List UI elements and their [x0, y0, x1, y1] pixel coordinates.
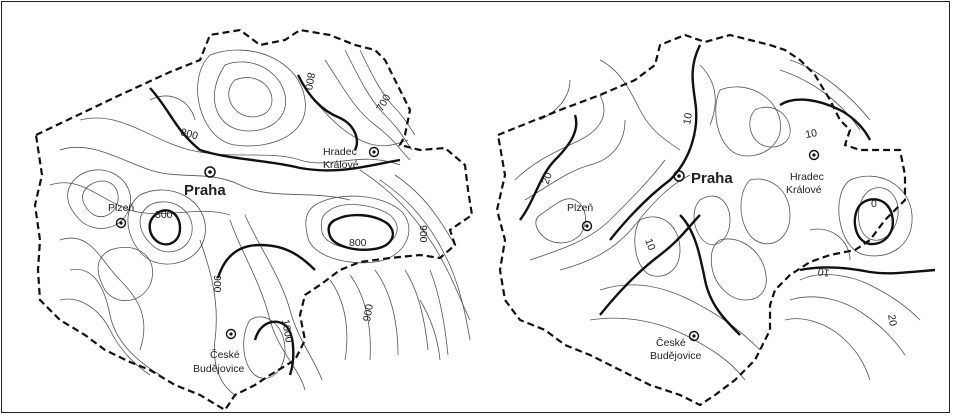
right-label-budejovice-2: Budějovice: [650, 350, 702, 362]
right-label-budejovice-1: České: [656, 336, 686, 349]
left-iso-label: 700: [374, 92, 393, 113]
left-map: Praha Plzeň Hradec Králové České Budějov…: [33, 28, 474, 412]
right-city-budejovice: České Budějovice: [650, 330, 702, 362]
left-iso-label: 800: [179, 126, 199, 142]
left-iso-label: 900: [211, 275, 223, 293]
left-country-border: [33, 28, 474, 412]
left-city-praha: Praha: [184, 166, 226, 199]
right-country-border: [495, 33, 907, 407]
left-label-hradec-1: Hradec: [323, 146, 357, 158]
left-iso-label: 1000: [279, 318, 295, 343]
right-iso-label: 0: [871, 198, 877, 210]
right-iso-label: 10: [804, 127, 818, 141]
right-city-hradec: Hradec Králové: [786, 149, 824, 196]
left-iso-label: 900: [361, 303, 376, 322]
right-label-hradec-2: Králové: [786, 184, 822, 196]
right-city-praha: Praha: [673, 170, 733, 187]
right-label-plzen: Plzeň: [567, 202, 593, 214]
left-city-hradec: Hradec Králové: [323, 146, 380, 171]
left-city-plzen: Plzeň: [108, 202, 134, 229]
left-label-hradec-2: Králové: [323, 159, 359, 171]
right-iso-label: 20: [885, 313, 899, 327]
left-isoline-labels: 800 800 800 800 900 900 900 1000 700: [155, 71, 429, 343]
left-thick-isolines: [148, 74, 401, 376]
right-city-plzen: Plzeň: [567, 202, 593, 232]
left-iso-label: 800: [302, 71, 317, 90]
left-label-budejovice-2: Budějovice: [193, 363, 245, 375]
left-label-plzen: Plzeň: [108, 202, 134, 214]
right-iso-label: 20: [540, 171, 555, 186]
right-thick-isolines: [519, 44, 936, 336]
left-city-budejovice: České Budějovice: [193, 328, 245, 375]
right-label-hradec-1: Hradec: [790, 171, 824, 183]
right-map: Praha Plzeň Hradec Králové České Budějov…: [495, 33, 936, 407]
left-label-praha: Praha: [184, 182, 226, 199]
left-iso-label: 900: [417, 225, 429, 243]
right-isoline-labels: 10 10 10 10 20 20 0: [540, 112, 899, 327]
right-thin-isolines: [514, 59, 921, 381]
right-iso-label: 10: [681, 112, 695, 126]
right-iso-label: 10: [817, 265, 831, 279]
left-label-budejovice-1: České: [210, 348, 240, 361]
left-iso-label: 800: [349, 237, 367, 249]
right-iso-label: 10: [642, 237, 657, 252]
left-iso-label: 800: [155, 209, 173, 221]
right-label-praha: Praha: [691, 170, 733, 187]
